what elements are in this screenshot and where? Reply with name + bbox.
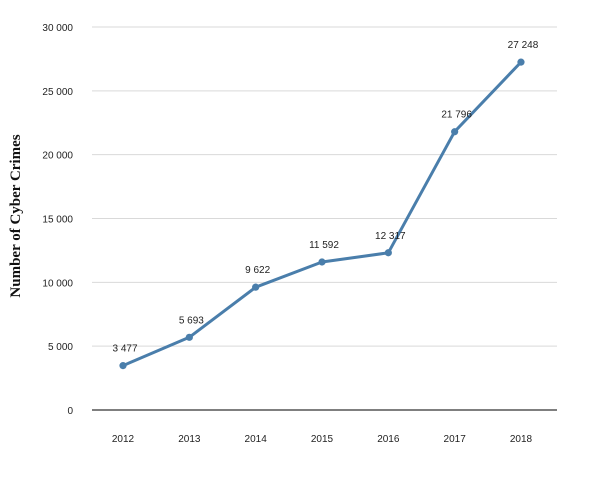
y-axis-title: Number of Cyber Crimes (8, 134, 24, 297)
x-tick-label: 2013 (178, 434, 201, 445)
data-labels: 3 477 5 693 9 622 11 592 12 317 21 796 27 248 (112, 40, 538, 354)
y-tick-label: 5 000 (48, 342, 73, 353)
y-tick-labels: 0 5 000 10 000 15 000 20 000 25 000 30 000 (42, 23, 73, 417)
gridlines (92, 26, 557, 347)
x-tick-label: 2017 (444, 434, 467, 445)
data-point (384, 249, 392, 257)
data-points (119, 58, 525, 370)
y-tick-label: 0 (67, 406, 73, 417)
x-tick-label: 2015 (311, 434, 334, 445)
data-point (517, 58, 525, 66)
x-tick-label: 2012 (112, 434, 135, 445)
y-tick-label: 20 000 (42, 151, 73, 162)
y-tick-label: 10 000 (42, 278, 73, 289)
x-tick-label: 2014 (245, 434, 268, 445)
y-tick-label: 30 000 (42, 23, 73, 34)
x-tick-label: 2016 (377, 434, 400, 445)
data-label: 11 592 (309, 240, 339, 251)
data-label: 12 317 (375, 231, 406, 242)
y-tick-label: 15 000 (42, 215, 73, 226)
data-point (119, 362, 127, 370)
data-point (318, 258, 326, 266)
data-label: 9 622 (245, 265, 270, 276)
data-label: 3 477 (112, 344, 137, 355)
data-label: 5 693 (179, 315, 204, 326)
data-point (451, 128, 459, 136)
data-point (252, 283, 260, 291)
x-tick-label: 2018 (510, 434, 533, 445)
data-label: 21 796 (441, 110, 472, 121)
x-tick-labels: 2012 2013 2014 2015 2016 2017 2018 (112, 434, 533, 445)
data-point (185, 333, 193, 341)
y-tick-label: 25 000 (42, 87, 73, 98)
data-label: 27 248 (508, 40, 539, 51)
